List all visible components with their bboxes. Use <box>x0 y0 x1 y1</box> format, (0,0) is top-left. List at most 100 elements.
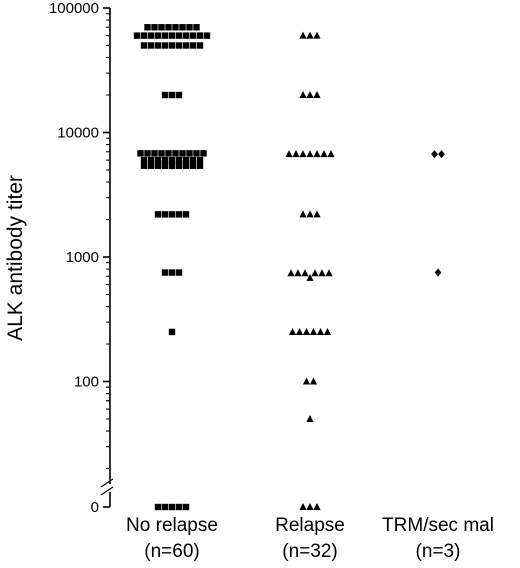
square-marker <box>137 150 144 157</box>
square-marker <box>186 24 193 31</box>
triangle-marker <box>285 150 293 158</box>
data-points <box>133 24 445 511</box>
square-marker <box>172 24 179 31</box>
square-marker <box>161 269 169 276</box>
y-tick-label: 1000 <box>66 249 99 266</box>
diamond-marker <box>431 150 438 159</box>
square-marker <box>182 156 190 164</box>
square-marker <box>175 42 183 49</box>
square-marker <box>168 503 176 511</box>
category-count-label: (n=3) <box>416 541 461 562</box>
square-marker <box>154 503 162 511</box>
category-label: No relapse <box>126 515 218 536</box>
square-marker <box>189 156 197 164</box>
y-axis-title: ALK antibody titer <box>4 175 27 341</box>
y-tick-label: 0 <box>91 499 99 516</box>
category-count-label: (n=32) <box>282 541 337 562</box>
square-marker <box>161 32 169 39</box>
square-marker <box>193 24 200 31</box>
square-marker <box>140 42 148 49</box>
triangle-marker <box>299 150 307 158</box>
triangle-marker <box>302 327 311 335</box>
square-marker <box>165 150 172 157</box>
triangle-marker <box>309 377 318 385</box>
square-marker <box>151 24 158 31</box>
square-marker <box>158 24 165 31</box>
square-marker <box>182 42 190 49</box>
square-marker <box>133 32 141 39</box>
category-label: TRM/sec mal <box>382 515 494 536</box>
triangle-marker <box>306 150 314 158</box>
triangle-marker <box>306 414 314 422</box>
triangle-marker <box>323 327 332 335</box>
triangle-marker <box>301 269 309 277</box>
square-marker <box>182 32 190 39</box>
square-marker <box>196 32 204 39</box>
square-marker <box>168 156 176 164</box>
square-marker <box>175 162 183 170</box>
square-marker <box>168 32 176 39</box>
square-marker <box>175 503 183 511</box>
square-marker <box>168 269 176 276</box>
square-marker <box>140 32 148 39</box>
square-marker <box>175 32 183 39</box>
square-marker <box>172 150 179 157</box>
square-marker <box>147 162 155 170</box>
triangle-marker <box>313 503 321 510</box>
square-marker <box>182 503 190 511</box>
square-marker <box>189 162 197 170</box>
square-marker <box>168 91 176 99</box>
triangle-marker <box>306 210 314 218</box>
square-marker <box>140 162 148 170</box>
square-marker <box>196 162 204 170</box>
square-marker <box>147 156 155 164</box>
square-marker <box>168 162 176 170</box>
square-marker <box>154 32 162 39</box>
diamond-marker <box>438 150 445 159</box>
y-tick-label: 10000 <box>57 125 99 142</box>
square-marker <box>168 211 176 218</box>
square-marker <box>165 24 172 31</box>
diamond-marker <box>434 268 442 277</box>
square-marker <box>203 32 211 39</box>
square-marker <box>175 269 183 276</box>
square-marker <box>182 162 190 170</box>
square-marker <box>186 150 193 157</box>
axis-break-mark <box>100 478 114 488</box>
square-marker <box>168 42 176 49</box>
square-marker <box>175 91 183 99</box>
square-marker <box>154 211 162 218</box>
square-marker <box>154 156 162 164</box>
triangle-marker <box>306 91 314 99</box>
triangle-marker <box>302 377 311 385</box>
square-marker <box>189 42 197 49</box>
square-marker <box>154 162 162 170</box>
triangle-marker <box>327 150 335 158</box>
square-marker <box>161 162 169 170</box>
triangle-marker <box>318 269 326 277</box>
triangle-marker <box>287 269 295 277</box>
square-marker <box>196 156 204 164</box>
category-labels: No relapse (n=60) Relapse (n=32) TRM/sec mal… <box>126 515 494 562</box>
square-marker <box>161 211 169 218</box>
square-marker <box>147 32 155 39</box>
square-marker <box>189 32 197 39</box>
square-marker <box>154 42 162 49</box>
y-tick-label: 100000 <box>49 0 99 17</box>
square-marker <box>161 91 169 99</box>
triangle-marker <box>313 150 321 158</box>
square-marker <box>179 150 186 157</box>
triangle-marker <box>306 31 314 39</box>
triangle-marker <box>306 503 314 510</box>
square-marker <box>151 150 158 157</box>
triangle-marker <box>313 210 321 218</box>
square-marker <box>147 42 155 49</box>
triangle-marker <box>306 273 314 281</box>
square-marker <box>161 503 169 511</box>
triangle-marker <box>311 269 319 277</box>
square-marker <box>140 156 148 164</box>
y-tick-label: 100 <box>74 374 99 391</box>
square-marker <box>168 328 176 336</box>
